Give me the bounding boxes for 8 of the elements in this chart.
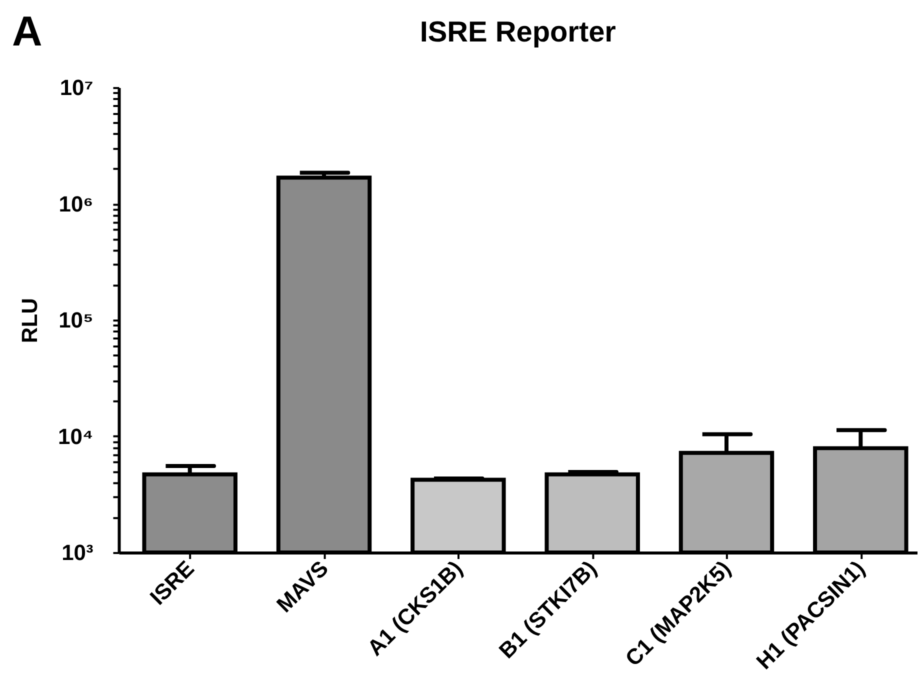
y-tick-label: 10³ <box>62 540 94 566</box>
y-tick-label: 10⁶ <box>58 191 94 216</box>
y-tick-label: 10⁷ <box>60 75 94 100</box>
y-tick-label: 10⁴ <box>58 424 94 449</box>
chart-title: ISRE Reporter <box>420 16 616 49</box>
text: A <box>12 8 42 55</box>
y-tick-label: 10⁵ <box>58 308 94 333</box>
y-axis-title: RLU <box>17 298 42 344</box>
